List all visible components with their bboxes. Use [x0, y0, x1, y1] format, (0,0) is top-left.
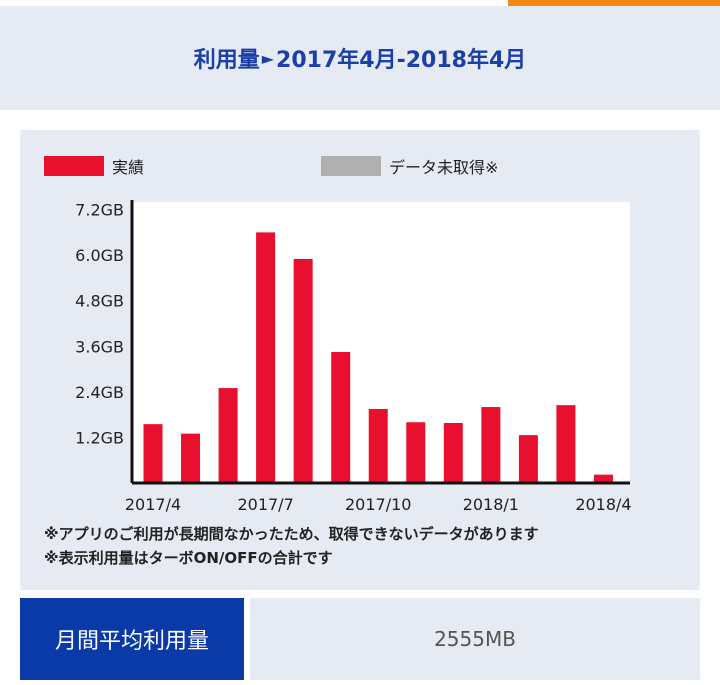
x-tick-label: 2017/4 — [125, 495, 181, 514]
bar — [368, 408, 388, 483]
chart-legend: 実績 データ未取得※ — [20, 154, 700, 178]
legend-swatch-actual — [44, 156, 104, 176]
y-tick-label: 6.0GB — [75, 246, 124, 265]
header-title-range: 2017年4月-2018年4月 — [276, 48, 527, 73]
y-tick-label: 4.8GB — [75, 292, 124, 311]
usage-chart-panel: 実績 データ未取得※ 1.2GB 2.4GB 3.6GB 4.8GB 6.0GB 7.2G… — [20, 130, 700, 590]
bar — [481, 407, 501, 483]
legend-item-actual: 実績 — [44, 154, 144, 178]
play-arrow-icon: ► — [261, 48, 275, 68]
legend-item-missing: データ未取得※ — [321, 154, 498, 178]
y-tick-label: 3.6GB — [75, 337, 124, 356]
x-tick-label: 2018/4 — [575, 495, 631, 514]
header-title-prefix: 利用量 — [193, 48, 260, 73]
y-tick-label: 2.4GB — [75, 383, 124, 402]
legend-label-actual: 実績 — [112, 158, 145, 177]
top-accent-bar — [508, 0, 720, 6]
bar — [443, 423, 463, 483]
usage-bar-chart: 1.2GB 2.4GB 3.6GB 4.8GB 6.0GB 7.2GB 2017/4 2017… — [75, 200, 632, 514]
bar — [293, 258, 313, 483]
monthly-average-value: 2555MB — [250, 598, 700, 680]
page-header: 利用量 ► 2017年4月-2018年4月 — [0, 6, 720, 110]
bar — [556, 405, 576, 483]
x-tick-label: 2018/1 — [463, 495, 519, 514]
note-turbo-total: ※表示利用量はターボON/OFFの合計です — [44, 549, 333, 567]
bar — [518, 435, 538, 483]
bar — [406, 422, 426, 483]
bar — [181, 433, 201, 483]
bar — [331, 351, 351, 483]
bar — [218, 388, 238, 483]
legend-swatch-missing — [321, 156, 381, 176]
note-missing-data: ※アプリのご利用が長期間なかったため、取得できないデータがあります — [44, 525, 539, 543]
x-tick-label: 2017/7 — [237, 495, 293, 514]
y-tick-label: 1.2GB — [75, 428, 124, 447]
monthly-average-label: 月間平均利用量 — [20, 598, 244, 680]
legend-label-missing: データ未取得※ — [389, 158, 499, 177]
bar — [143, 424, 163, 483]
bar — [256, 232, 276, 483]
x-tick-label: 2017/10 — [345, 495, 411, 514]
y-tick-label: 7.2GB — [75, 201, 124, 220]
bar — [593, 474, 613, 483]
